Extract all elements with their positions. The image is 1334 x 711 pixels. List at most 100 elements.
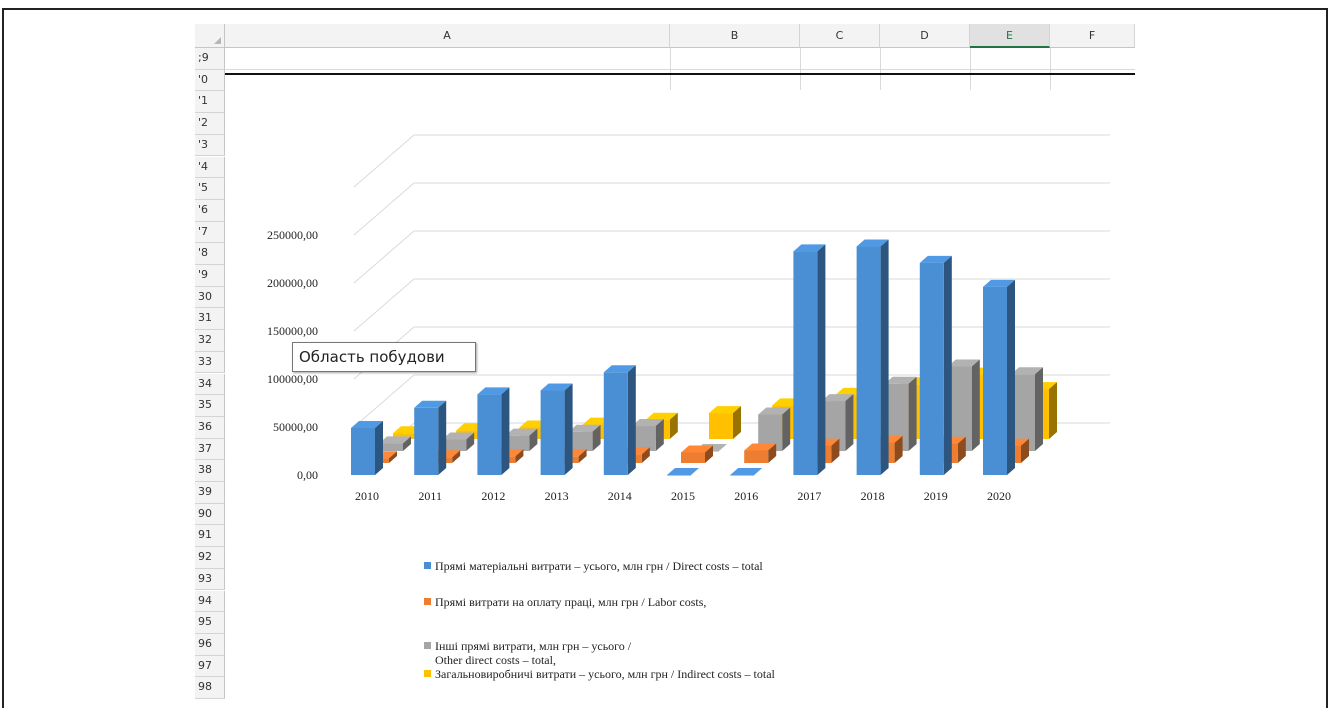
bar-front-face [709,413,733,439]
column-header-f[interactable]: F [1050,24,1135,48]
row-header[interactable]: '5 [195,178,225,200]
row-header[interactable]: 91 [195,525,225,548]
x-tick-label: 2019 [924,489,948,503]
row-header[interactable]: '0 [195,69,225,92]
bar-top-face [540,383,573,391]
row-header[interactable]: 34 [195,373,225,396]
bar-top-face [477,387,510,395]
bar-2-2013 [568,424,601,451]
bar-front-face [744,450,769,463]
image-frame [2,8,1328,708]
row-header[interactable]: 31 [195,308,225,331]
column-header-a[interactable]: A [225,24,670,48]
legend-entry[interactable]: Прямі витрати на оплату праці, млн грн /… [424,595,706,609]
bar-top-face [442,432,475,440]
row-header[interactable]: 97 [195,655,225,678]
bar-0-2019 [919,255,952,475]
bar-front-face [681,452,705,463]
bar-front-face [919,262,944,475]
row-header[interactable]: 98 [195,677,225,699]
bar-side-face [733,406,741,439]
column-header-e[interactable]: E [970,24,1050,48]
column-header-b[interactable]: B [670,24,800,48]
row-header[interactable]: 95 [195,612,225,634]
row-header[interactable]: '6 [195,199,225,222]
bar-front-face [983,286,1007,475]
bar-1-2015 [681,445,713,463]
bar-0-2010 [351,420,383,475]
bar-side-face [971,359,980,451]
bar-side-face [592,424,601,451]
row-header[interactable]: '1 [195,91,225,114]
bar-front-face [856,246,881,475]
bar-top-face [1011,367,1043,375]
bar-top-face [681,445,713,453]
bar-side-face [768,443,777,463]
bar-side-face [908,376,917,451]
bar-top-face [709,406,741,414]
row-header[interactable]: 32 [195,330,225,352]
row-header[interactable]: '9 [195,265,225,287]
bar-0-2012 [477,387,510,475]
bar-side-face [831,438,840,463]
row-header[interactable]: 30 [195,286,225,309]
row-header[interactable]: 94 [195,590,225,613]
x-tick-label: 2013 [545,489,569,503]
bar-top-face [983,279,1015,287]
bar-side-face [529,428,538,451]
bar-side-face [578,449,587,463]
gridline-depth [353,182,415,236]
bar-front-face [603,372,628,475]
bar-0-2016 [730,468,763,476]
row-header[interactable]: 38 [195,460,225,482]
row-header[interactable]: 37 [195,438,225,461]
select-all-corner[interactable] [195,24,225,48]
legend-swatch [424,642,431,649]
bar-top-face [351,420,383,428]
bar-top-face [645,412,678,420]
row-header[interactable]: '2 [195,113,225,135]
bar-top-face [884,376,917,384]
x-tick-label: 2014 [608,489,632,503]
chart-area[interactable]: 0,00 50000,00 100000,00 150000,00 200000,00 2… [246,90,1132,695]
row-header[interactable]: '8 [195,243,225,265]
bar-top-face [631,419,664,427]
gridline-depth [353,374,415,428]
row-header[interactable]: 90 [195,503,225,526]
x-tick-label: 2010 [355,489,379,503]
row-header[interactable]: 92 [195,547,225,569]
bar-side-face [1035,367,1043,451]
bar-top-face [821,394,854,402]
row-header[interactable]: '3 [195,134,225,157]
bar-top-face [947,359,980,367]
bar-0-2018 [856,239,889,475]
bar-top-face [603,365,636,373]
row-header[interactable]: 93 [195,568,225,591]
row-header[interactable]: '4 [195,156,225,179]
bar-2-2010 [379,436,411,451]
x-tick-label: 2012 [481,489,505,503]
row-header[interactable]: 96 [195,633,225,656]
bar-side-face [880,239,889,475]
chart-top-border [225,73,1135,75]
x-tick-label: 2016 [734,489,758,503]
bar-front-face [568,431,593,451]
bar-side-face [564,383,573,475]
column-header-d[interactable]: D [880,24,970,48]
bar-front-face [351,427,375,475]
legend-entry[interactable]: Прямі матеріальні витрати – усього, млн … [424,559,763,573]
legend-swatch [424,670,431,677]
row-header[interactable]: 39 [195,482,225,504]
grid-line-horizontal [225,69,1135,70]
row-header[interactable]: ;9 [195,48,225,70]
row-header[interactable]: '7 [195,221,225,244]
row-header[interactable]: 33 [195,351,225,374]
row-header[interactable]: 35 [195,395,225,417]
column-header-c[interactable]: C [800,24,880,48]
legend-entry[interactable]: Інші прямі витрати, млн грн – усього /Ot… [424,639,632,667]
bar-top-face [793,244,826,252]
bar-0-2013 [540,383,573,475]
chart-3d-column[interactable]: 0,00 50000,00 100000,00 150000,00 200000,00 2… [246,90,1132,695]
legend-entry[interactable]: Загальновиробничі витрати – усього, млн … [424,667,776,681]
row-header[interactable]: 36 [195,416,225,439]
